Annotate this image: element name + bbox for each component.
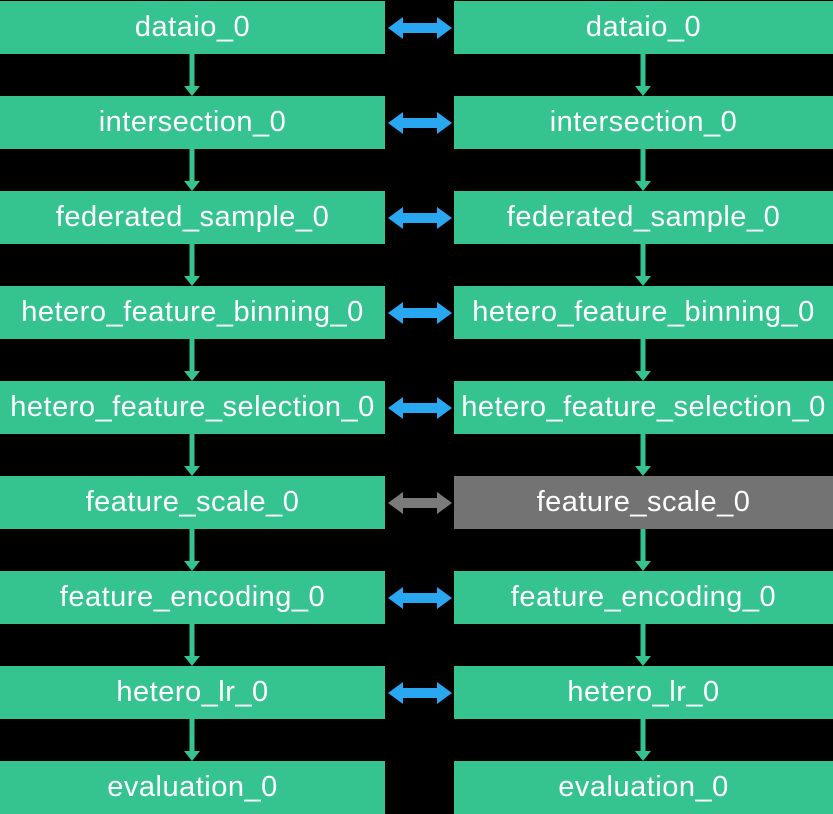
connector-row [0,434,833,476]
pipeline-row-federated-sample: federated_sample_0 federated_sample_0 [0,191,833,244]
sync-arrow-slot [385,666,454,719]
flow-down-arrow-icon [184,529,200,571]
node-intersection-0-right[interactable]: intersection_0 [454,96,833,149]
flow-down-arrow-icon [184,719,200,761]
node-evaluation-0-right[interactable]: evaluation_0 [454,761,833,814]
node-hetero-feature-selection-0-right[interactable]: hetero_feature_selection_0 [454,381,833,434]
connector-row [0,54,833,96]
flow-down-arrow-icon [184,149,200,191]
connector-row [0,149,833,191]
connector-row [0,529,833,571]
pipeline-row-intersection: intersection_0 intersection_0 [0,96,833,149]
connector-row [0,719,833,761]
sync-arrow-slot [385,381,454,434]
bidirectional-sync-arrow-icon [387,16,452,39]
flow-down-arrow-icon [635,244,651,286]
bidirectional-sync-arrow-icon [387,301,452,324]
pipeline-row-hetero-feature-binning: hetero_feature_binning_0 hetero_feature_… [0,286,833,339]
sync-arrow-slot [385,96,454,149]
flow-down-arrow-icon [635,339,651,381]
node-evaluation-0-left[interactable]: evaluation_0 [0,761,385,814]
node-hetero-lr-0-right[interactable]: hetero_lr_0 [454,666,833,719]
pipeline-row-evaluation: evaluation_0 evaluation_0 [0,761,833,814]
node-hetero-feature-selection-0-left[interactable]: hetero_feature_selection_0 [0,381,385,434]
flow-down-arrow-icon [184,54,200,96]
pipeline-row-hetero-feature-selection: hetero_feature_selection_0 hetero_featur… [0,381,833,434]
bidirectional-sync-arrow-icon [387,396,452,419]
pipeline-row-hetero-lr: hetero_lr_0 hetero_lr_0 [0,666,833,719]
node-federated-sample-0-right[interactable]: federated_sample_0 [454,191,833,244]
flow-down-arrow-icon [184,624,200,666]
flow-down-arrow-icon [635,434,651,476]
flow-down-arrow-icon [184,339,200,381]
bidirectional-sync-arrow-icon [387,206,452,229]
sync-arrow-slot [385,191,454,244]
sync-arrow-slot [385,286,454,339]
node-federated-sample-0-left[interactable]: federated_sample_0 [0,191,385,244]
node-feature-encoding-0-right[interactable]: feature_encoding_0 [454,571,833,624]
node-dataio-0-left[interactable]: dataio_0 [0,1,385,54]
node-hetero-feature-binning-0-right[interactable]: hetero_feature_binning_0 [454,286,833,339]
connector-row [0,244,833,286]
pipeline-row-feature-scale: feature_scale_0 feature_scale_0 [0,476,833,529]
bidirectional-sync-arrow-icon [387,681,452,704]
node-intersection-0-left[interactable]: intersection_0 [0,96,385,149]
sync-arrow-slot-empty [385,761,454,814]
node-hetero-feature-binning-0-left[interactable]: hetero_feature_binning_0 [0,286,385,339]
node-feature-encoding-0-left[interactable]: feature_encoding_0 [0,571,385,624]
connector-row [0,339,833,381]
node-feature-scale-0-right[interactable]: feature_scale_0 [454,476,833,529]
node-hetero-lr-0-left[interactable]: hetero_lr_0 [0,666,385,719]
sync-arrow-slot [385,1,454,54]
node-dataio-0-right[interactable]: dataio_0 [454,1,833,54]
flow-down-arrow-icon [635,149,651,191]
sync-arrow-slot [385,476,454,529]
bidirectional-sync-arrow-icon [387,491,452,514]
node-feature-scale-0-left[interactable]: feature_scale_0 [0,476,385,529]
bidirectional-sync-arrow-icon [387,111,452,134]
flow-down-arrow-icon [635,54,651,96]
flow-down-arrow-icon [635,624,651,666]
sync-arrow-slot [385,571,454,624]
flow-down-arrow-icon [184,434,200,476]
pipeline-row-feature-encoding: feature_encoding_0 feature_encoding_0 [0,571,833,624]
bidirectional-sync-arrow-icon [387,586,452,609]
connector-row [0,624,833,666]
flow-down-arrow-icon [635,719,651,761]
flow-down-arrow-icon [635,529,651,571]
pipeline-row-dataio: dataio_0 dataio_0 [0,1,833,54]
flow-down-arrow-icon [184,244,200,286]
